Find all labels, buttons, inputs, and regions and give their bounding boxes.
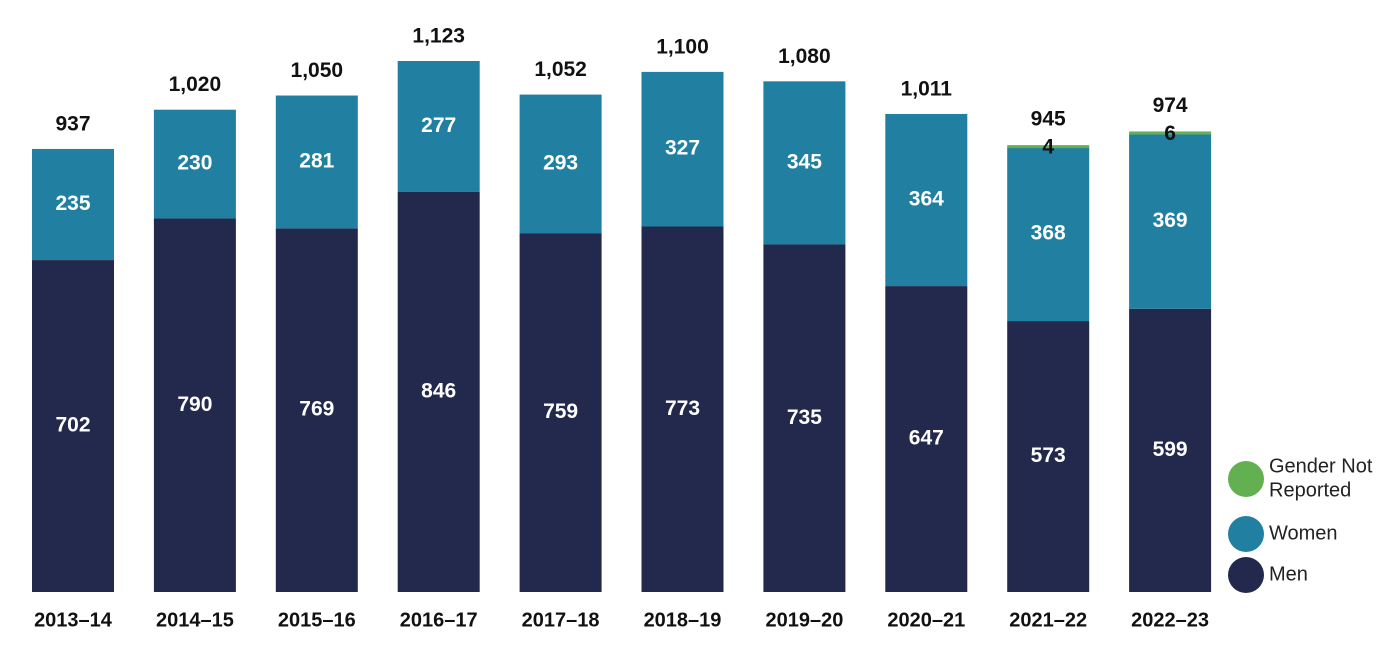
data-label-women-2018–19: 327 <box>665 137 700 160</box>
data-label-women-2016–17: 277 <box>421 114 456 137</box>
bar-gender-not-reported-2021–22 <box>1007 145 1090 149</box>
x-tick-label-2018–19: 2018–19 <box>644 609 722 631</box>
bar-men-2013–14 <box>32 260 114 592</box>
data-label-women-2013–14: 235 <box>55 192 90 215</box>
legend-swatch-1 <box>1228 516 1264 552</box>
total-label-2019–20: 1,080 <box>778 45 831 68</box>
total-label-2017–18: 1,052 <box>534 58 587 81</box>
data-label-men-2020–21: 647 <box>909 427 944 450</box>
bar-men-2019–20 <box>763 244 846 592</box>
x-tick-label-2020–21: 2020–21 <box>887 609 965 631</box>
bar-women-2016–17 <box>397 61 480 192</box>
total-label-2015–16: 1,050 <box>291 59 344 82</box>
total-label-2014–15: 1,020 <box>169 73 222 96</box>
data-label-men-2015–16: 769 <box>299 398 334 421</box>
legend-label-1-0: Women <box>1269 522 1338 544</box>
legend-label-0-0: Gender Not <box>1269 455 1373 477</box>
data-label-women-2022–23: 369 <box>1153 209 1188 232</box>
x-tick-label-2022–23: 2022–23 <box>1131 609 1209 631</box>
data-label-women-2014–15: 230 <box>177 152 212 175</box>
bar-women-2022–23 <box>1129 134 1212 309</box>
x-tick-label-2017–18: 2017–18 <box>522 609 600 631</box>
data-label-women-2020–21: 364 <box>909 188 944 211</box>
data-label-men-2022–23: 599 <box>1153 438 1188 461</box>
total-label-2013–14: 937 <box>55 112 90 135</box>
bar-men-2018–19 <box>641 226 724 593</box>
bar-women-2021–22 <box>1007 147 1090 322</box>
bar-men-2017–18 <box>519 233 602 592</box>
x-tick-label-2013–14: 2013–14 <box>34 609 113 631</box>
total-label-2016–17: 1,123 <box>412 25 465 48</box>
legend-swatch-2 <box>1228 557 1264 593</box>
data-label-women-2021–22: 368 <box>1031 222 1066 245</box>
x-tick-label-2014–15: 2014–15 <box>156 609 234 631</box>
data-label-men-2013–14: 702 <box>55 414 90 437</box>
data-label-men-2016–17: 846 <box>421 380 456 403</box>
bar-women-2017–18 <box>519 94 602 234</box>
bar-women-2019–20 <box>763 81 846 245</box>
bar-men-2014–15 <box>153 218 236 592</box>
data-label-men-2021–22: 573 <box>1031 444 1066 467</box>
data-label-gender-not-reported-2022–23: 6 <box>1164 122 1176 145</box>
legend-label-0-1: Reported <box>1269 479 1351 501</box>
bar-men-2020–21 <box>885 286 968 592</box>
total-label-2018–19: 1,100 <box>656 35 709 58</box>
data-label-gender-not-reported-2021–22: 4 <box>1042 136 1054 159</box>
bar-gender-not-reported-2022–23 <box>1129 131 1212 135</box>
data-label-men-2014–15: 790 <box>177 393 212 416</box>
data-label-women-2019–20: 345 <box>787 150 822 173</box>
data-label-women-2017–18: 293 <box>543 151 578 174</box>
bar-men-2015–16 <box>275 228 358 593</box>
total-label-2021–22: 945 <box>1031 108 1066 131</box>
data-label-women-2015–16: 281 <box>299 149 334 172</box>
x-tick-label-2019–20: 2019–20 <box>765 609 843 631</box>
total-label-2022–23: 974 <box>1153 94 1188 117</box>
bar-women-2018–19 <box>641 71 724 227</box>
bar-men-2016–17 <box>397 191 480 592</box>
data-label-men-2017–18: 759 <box>543 400 578 423</box>
data-label-men-2019–20: 735 <box>787 406 822 429</box>
bar-women-2015–16 <box>275 95 358 229</box>
x-tick-label-2016–17: 2016–17 <box>400 609 478 631</box>
x-tick-label-2015–16: 2015–16 <box>278 609 356 631</box>
bar-women-2020–21 <box>885 113 968 287</box>
data-label-men-2018–19: 773 <box>665 397 700 420</box>
total-label-2020–21: 1,011 <box>901 78 953 101</box>
bar-women-2014–15 <box>153 109 236 219</box>
legend-swatch-0 <box>1228 461 1264 497</box>
bar-men-2021–22 <box>1007 321 1090 592</box>
legend-label-2-0: Men <box>1269 563 1308 585</box>
x-tick-label-2021–22: 2021–22 <box>1009 609 1087 631</box>
bar-women-2013–14 <box>32 148 114 261</box>
bar-men-2022–23 <box>1129 308 1212 592</box>
